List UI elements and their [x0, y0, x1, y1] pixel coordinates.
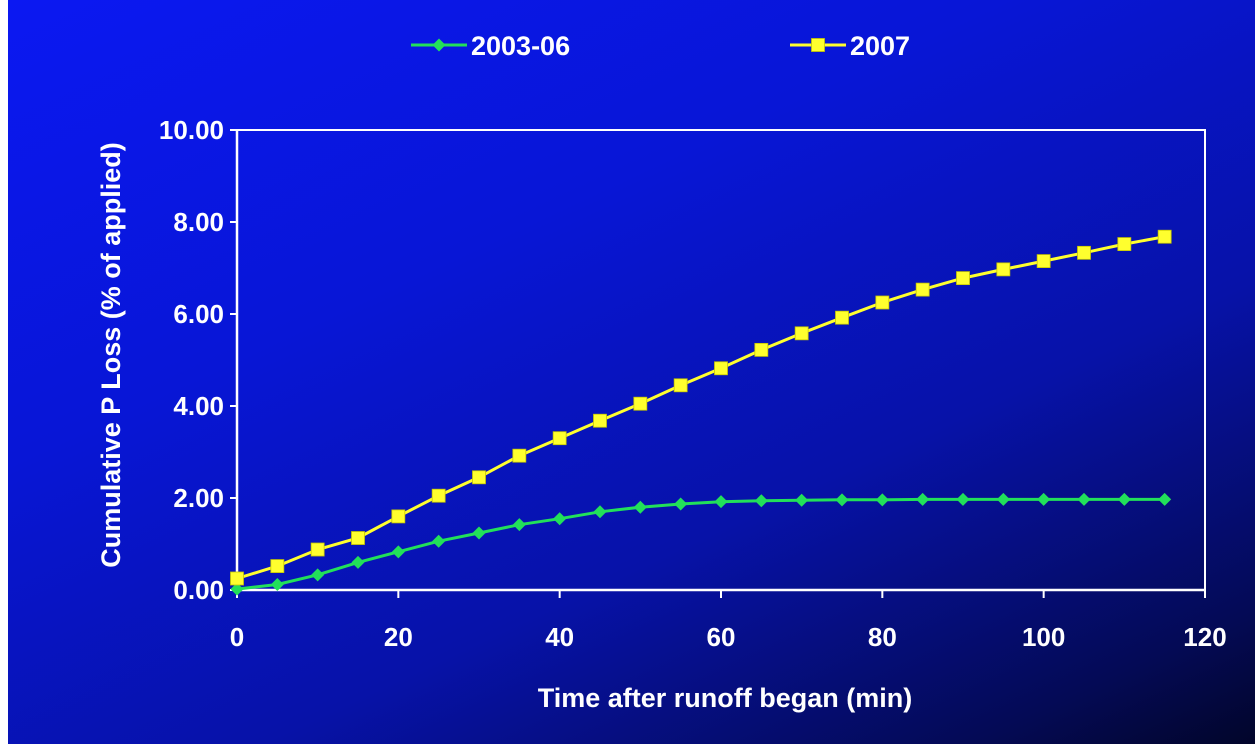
data-point-2003-06 [593, 505, 607, 519]
data-point-2007 [472, 470, 486, 485]
data-point-2007 [512, 448, 527, 463]
data-point-2003-06 [795, 493, 809, 507]
line-chart: 2003-06 2007 0.00 2.00 4.00 6.00 8.00 10.00 0 20… [96, 31, 1227, 713]
legend: 2003-06 2007 [411, 31, 910, 61]
data-point-2003-06 [351, 555, 365, 569]
data-point-2007 [270, 559, 285, 573]
legend-item-2007: 2007 [790, 31, 910, 61]
axes: 0.00 2.00 4.00 6.00 8.00 10.00 0 20 40 60 80 100 120 [159, 115, 1227, 652]
x-tick-label: 120 [1183, 622, 1226, 652]
data-point-2003-06 [1037, 492, 1051, 506]
data-point-2007 [593, 413, 607, 428]
x-tick-label: 100 [1022, 622, 1065, 652]
x-tick-label: 80 [868, 622, 897, 652]
legend-marker [811, 38, 825, 52]
data-point-2003-06 [553, 512, 567, 526]
data-point-2007 [956, 271, 970, 286]
y-tick-label: 6.00 [173, 299, 224, 329]
data-point-2007 [1157, 229, 1172, 244]
y-tick-label: 10.00 [159, 115, 224, 145]
data-point-2007 [310, 542, 325, 557]
data-point-2003-06 [1117, 492, 1131, 506]
y-tick-label: 2.00 [173, 483, 224, 513]
y-tick-label: 0.00 [173, 575, 224, 605]
data-point-2007 [1036, 254, 1051, 269]
data-point-2003-06 [714, 495, 728, 509]
data-point-2007 [552, 431, 567, 446]
data-point-2003-06 [916, 492, 930, 506]
series-2003-06 [230, 492, 1172, 596]
legend-marker [432, 38, 446, 52]
data-point-2003-06 [230, 582, 244, 596]
x-tick-label: 60 [707, 622, 736, 652]
x-tick-label: 20 [384, 622, 413, 652]
x-axis-title: Time after runoff began (min) [538, 683, 913, 713]
x-tick-label: 40 [545, 622, 574, 652]
data-point-2003-06 [391, 545, 405, 559]
data-point-2007 [673, 378, 688, 393]
data-point-2007 [391, 509, 406, 524]
data-point-2003-06 [1158, 492, 1172, 506]
data-point-2007 [1117, 237, 1132, 251]
data-point-2003-06 [633, 500, 647, 514]
data-point-2003-06 [754, 494, 768, 508]
data-point-2003-06 [472, 526, 486, 540]
data-point-2007 [351, 531, 365, 545]
data-point-2007 [714, 361, 728, 376]
series-2007 [230, 229, 1172, 586]
data-point-2003-06 [311, 568, 325, 582]
data-point-2007 [835, 310, 849, 325]
data-point-2007 [875, 295, 890, 310]
data-point-2003-06 [875, 493, 889, 507]
data-point-2007 [230, 571, 244, 586]
x-tick-label: 0 [230, 622, 244, 652]
data-point-2007 [794, 326, 809, 341]
legend-label: 2007 [850, 31, 910, 61]
y-tick-label: 8.00 [173, 207, 224, 237]
data-point-2007 [996, 262, 1011, 277]
data-point-2003-06 [512, 518, 526, 532]
data-point-2007 [754, 342, 769, 357]
legend-item-2003-06: 2003-06 [411, 31, 570, 61]
data-point-2003-06 [674, 497, 688, 511]
data-point-2003-06 [432, 534, 446, 548]
legend-label: 2003-06 [471, 31, 570, 61]
y-tick-label: 4.00 [173, 391, 224, 421]
data-point-2003-06 [1077, 492, 1091, 506]
y-axis-title: Cumulative P Loss (% of applied) [96, 142, 126, 568]
series-layer [230, 229, 1172, 596]
data-point-2003-06 [270, 577, 284, 591]
series-line-2003-06 [236, 497, 1165, 591]
data-point-2007 [633, 396, 648, 411]
data-point-2003-06 [956, 492, 970, 506]
plot-frame [237, 129, 1206, 590]
data-point-2007 [1077, 245, 1091, 260]
data-point-2007 [915, 282, 930, 297]
data-point-2003-06 [996, 492, 1010, 506]
chart-slide: 2003-06 2007 0.00 2.00 4.00 6.00 8.00 10.00 0 20… [8, 0, 1255, 744]
series-line-2007 [236, 235, 1165, 580]
data-point-2007 [431, 488, 446, 503]
data-point-2003-06 [835, 493, 849, 507]
